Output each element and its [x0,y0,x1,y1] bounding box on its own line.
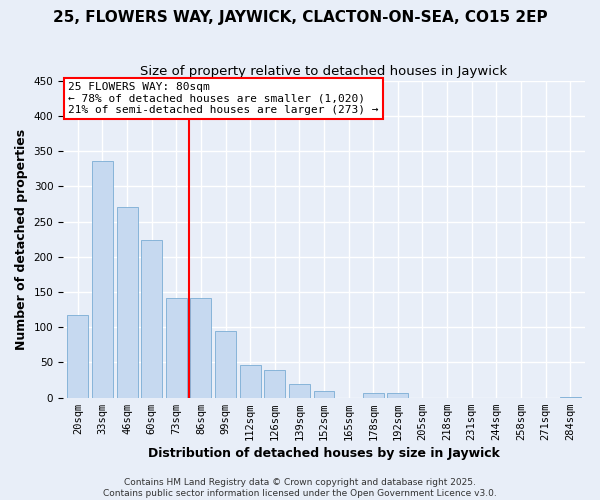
Text: 25 FLOWERS WAY: 80sqm
← 78% of detached houses are smaller (1,020)
21% of semi-d: 25 FLOWERS WAY: 80sqm ← 78% of detached … [68,82,379,116]
Bar [215,330,236,398]
Bar [239,366,260,398]
Title: Size of property relative to detached houses in Jaywick: Size of property relative to detached ho… [140,65,508,78]
Bar [560,397,581,398]
Text: Contains HM Land Registry data © Crown copyright and database right 2025.
Contai: Contains HM Land Registry data © Crown c… [103,478,497,498]
Bar [388,394,409,398]
Bar [289,384,310,398]
Text: 25, FLOWERS WAY, JAYWICK, CLACTON-ON-SEA, CO15 2EP: 25, FLOWERS WAY, JAYWICK, CLACTON-ON-SEA… [53,10,547,25]
Y-axis label: Number of detached properties: Number of detached properties [15,128,28,350]
Bar [141,240,162,398]
X-axis label: Distribution of detached houses by size in Jaywick: Distribution of detached houses by size … [148,447,500,460]
Bar [67,315,88,398]
Bar [314,390,334,398]
Bar [265,370,285,398]
Bar [116,208,137,398]
Bar [166,298,187,398]
Bar [190,298,211,398]
Bar [92,161,113,398]
Bar [363,394,384,398]
